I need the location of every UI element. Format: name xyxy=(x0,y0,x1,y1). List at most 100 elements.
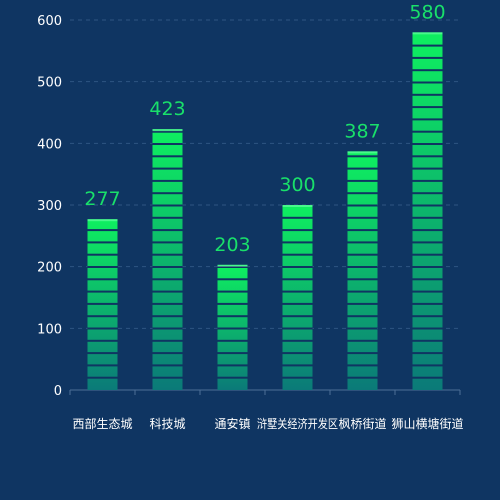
bar-segment-gap xyxy=(282,266,313,268)
bar-segment-gap xyxy=(282,352,313,355)
bar-segment-gap xyxy=(347,290,378,293)
bar-segment-gap xyxy=(217,339,248,342)
bar-segment-gap xyxy=(282,339,313,342)
bar-segment-gap xyxy=(152,315,183,318)
y-tick-label: 500 xyxy=(37,76,62,91)
bar-segment-gap xyxy=(87,315,118,318)
bar-cap xyxy=(217,264,248,267)
bars xyxy=(87,32,443,390)
y-tick-label: 0 xyxy=(54,384,62,399)
bar-segment-gap xyxy=(412,376,443,379)
bar-segment-gap xyxy=(87,364,118,367)
y-axis: 0 100 200 300 400 500 600 xyxy=(37,14,62,399)
bar-segment-gap xyxy=(282,241,313,244)
bar-segment-gap xyxy=(412,241,443,244)
bar-segment-gap xyxy=(87,241,118,244)
y-tick-label: 400 xyxy=(37,137,62,152)
bar-segment-gap xyxy=(282,278,313,281)
bar-segment-gap xyxy=(412,155,443,158)
bar xyxy=(347,151,378,390)
x-category-label: 枫桥街道 xyxy=(338,416,386,431)
bar-segment-gap xyxy=(87,339,118,342)
bar-segment-gap xyxy=(347,155,378,158)
bar-segment-gap xyxy=(347,364,378,367)
value-label: 203 xyxy=(214,234,250,256)
bar-segment-gap xyxy=(152,376,183,379)
bar-segment-gap xyxy=(152,302,183,305)
bar-fill xyxy=(152,129,183,390)
bar-segment-gap xyxy=(152,155,183,158)
bar-segment-gap xyxy=(412,290,443,293)
bar-segment-gap xyxy=(347,315,378,318)
bar-segment-gap xyxy=(152,364,183,367)
bar-segment-gap xyxy=(282,216,313,219)
bar-segment-gap xyxy=(152,327,183,330)
bar-segment-gap xyxy=(412,56,443,59)
bar xyxy=(217,264,248,390)
x-category-label: 科技城 xyxy=(149,417,185,431)
bar-segment-gap xyxy=(412,278,443,281)
bar-segment-gap xyxy=(347,352,378,355)
bar-segment-gap xyxy=(282,315,313,318)
value-labels: 277 423 203 300 387 580 xyxy=(84,1,445,255)
bar-segment-gap xyxy=(217,364,248,367)
bar-segment-gap xyxy=(412,253,443,256)
bar-segment-gap xyxy=(217,278,248,281)
bar-segment-gap xyxy=(412,352,443,355)
bar-segment-gap xyxy=(347,241,378,244)
bar-segment-gap xyxy=(152,143,183,145)
bar-segment-gap xyxy=(152,229,183,232)
value-label: 423 xyxy=(149,98,185,120)
bar-segment-gap xyxy=(282,229,313,232)
value-label: 580 xyxy=(409,1,445,23)
bar-segment-gap xyxy=(87,290,118,293)
bar-segment-gap xyxy=(87,376,118,379)
bar-segment-gap xyxy=(217,290,248,293)
bar xyxy=(412,32,443,390)
bar-cap xyxy=(347,151,378,154)
x-category-label: 通安镇 xyxy=(214,416,250,431)
bar-segment-gap xyxy=(217,315,248,318)
bar-segment-gap xyxy=(152,278,183,281)
bar-fill xyxy=(282,205,313,390)
bar-cap xyxy=(412,32,443,35)
bar-fill xyxy=(412,32,443,390)
bar-segment-gap xyxy=(217,266,248,268)
bar-segment-gap xyxy=(87,327,118,330)
value-label: 300 xyxy=(279,174,315,196)
bar-segment-gap xyxy=(412,216,443,219)
bar-segment-gap xyxy=(347,339,378,342)
bar-segment-gap xyxy=(412,229,443,232)
bar-segment-gap xyxy=(412,69,443,72)
bar-segment-gap xyxy=(152,216,183,219)
bar-segment-gap xyxy=(282,253,313,256)
bar-segment-gap xyxy=(412,44,443,47)
bar-segment-gap xyxy=(412,167,443,170)
bar-segment-gap xyxy=(412,302,443,305)
bar-segment-gap xyxy=(347,216,378,219)
bar-segment-gap xyxy=(152,290,183,293)
x-category-label: 西部生态城 xyxy=(72,416,132,431)
bar-segment-gap xyxy=(152,192,183,195)
bar-segment-gap xyxy=(412,118,443,121)
bar-segment-gap xyxy=(152,352,183,355)
bar-segment-gap xyxy=(412,143,443,145)
bar-fill xyxy=(217,264,248,390)
bar-cap xyxy=(87,219,118,222)
x-category-label: 狮山横塘街道 xyxy=(391,416,463,431)
bar-segment-gap xyxy=(152,339,183,342)
bar-segment-gap xyxy=(87,266,118,268)
y-tick-label: 100 xyxy=(37,322,62,337)
bar-segment-gap xyxy=(412,315,443,318)
value-label: 387 xyxy=(344,120,380,142)
bar-segment-gap xyxy=(412,179,443,182)
x-category-label: 浒墅关经济开发区 xyxy=(257,416,338,431)
bar-cap xyxy=(282,205,313,207)
bar-segment-gap xyxy=(347,278,378,281)
bar-segment-gap xyxy=(217,376,248,379)
bar-cap xyxy=(152,129,183,132)
bar-segment-gap xyxy=(412,339,443,342)
value-label: 277 xyxy=(84,188,120,210)
bar-segment-gap xyxy=(217,302,248,305)
